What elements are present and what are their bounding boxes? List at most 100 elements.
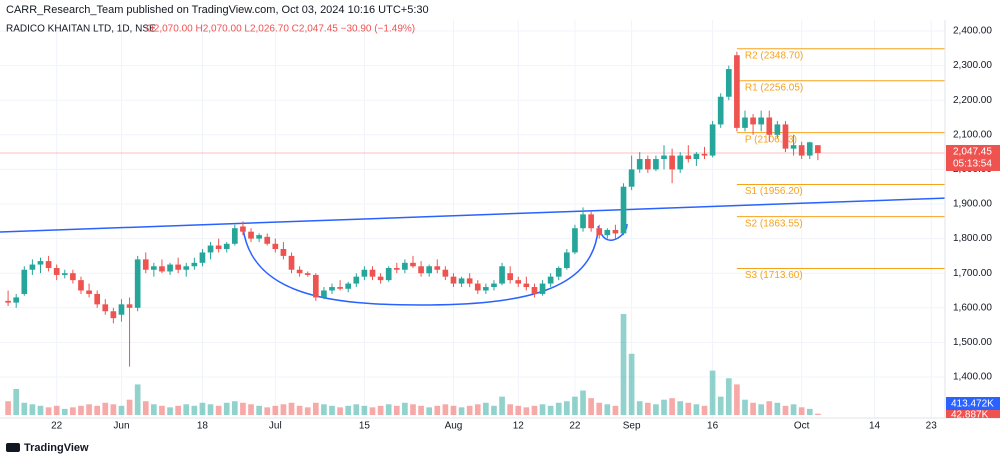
volume-bar bbox=[758, 404, 765, 415]
volume-bar bbox=[159, 405, 165, 415]
volume-bar bbox=[183, 404, 190, 415]
volume-bar bbox=[653, 404, 659, 415]
logo bbox=[6, 443, 20, 452]
publisher: CARR_Research_Team published on TradingV… bbox=[6, 4, 429, 16]
candle-body bbox=[450, 276, 457, 284]
volume-bar bbox=[499, 396, 505, 415]
last-price-box bbox=[946, 144, 1000, 171]
candle-body bbox=[21, 269, 28, 294]
candle-body bbox=[547, 276, 554, 284]
volume-bar bbox=[240, 402, 246, 415]
candle-body bbox=[393, 268, 400, 270]
x-tick-label: Sep bbox=[623, 421, 641, 432]
candle-body bbox=[815, 145, 821, 153]
volume-bar bbox=[766, 401, 773, 415]
volume-bar bbox=[725, 378, 732, 415]
volume-bar bbox=[385, 404, 392, 415]
x-tick-label: 18 bbox=[197, 421, 209, 432]
volume-bar bbox=[191, 405, 198, 415]
volume-bar bbox=[142, 401, 149, 415]
candle-body bbox=[345, 283, 352, 289]
cup-shape bbox=[242, 227, 599, 306]
x-tick-label: Oct bbox=[794, 421, 810, 432]
candle-body bbox=[207, 245, 214, 253]
candle-body bbox=[750, 117, 756, 125]
candle-body bbox=[353, 276, 360, 284]
volume-bar bbox=[628, 353, 635, 415]
candle-body bbox=[572, 228, 578, 253]
candle-body bbox=[580, 214, 586, 229]
volume-bar bbox=[677, 401, 684, 415]
candle-body bbox=[418, 266, 424, 274]
volume-bar bbox=[37, 405, 44, 415]
candle-body bbox=[499, 266, 505, 284]
volume-bar bbox=[418, 405, 424, 415]
volume-bar bbox=[774, 402, 781, 415]
volume-bar bbox=[531, 405, 538, 415]
price-pane: R2 (2348.70) R1 (2256.05) P (2106.13) S1 (1… bbox=[0, 48, 946, 367]
candle-body bbox=[272, 243, 279, 249]
volume-bar bbox=[329, 405, 335, 415]
candle-body bbox=[636, 159, 643, 170]
candle-body bbox=[223, 243, 230, 249]
volume-bar bbox=[604, 404, 611, 415]
pivot-label: R1 (2256.05) bbox=[745, 82, 803, 93]
volume-bar bbox=[790, 404, 797, 415]
candle-body bbox=[61, 273, 68, 275]
candle-body bbox=[118, 304, 125, 315]
volume-bar bbox=[215, 405, 222, 415]
candle-body bbox=[215, 245, 222, 249]
volume-bar bbox=[815, 413, 821, 415]
volume-bar bbox=[806, 408, 813, 415]
candle-body bbox=[151, 266, 157, 270]
candle-body bbox=[288, 255, 295, 270]
volume-bar bbox=[717, 396, 724, 415]
volume-bar bbox=[70, 407, 76, 415]
candle-body bbox=[183, 266, 190, 270]
candle-body bbox=[329, 287, 335, 291]
last-volume-label: 42.887K bbox=[951, 410, 989, 421]
volume-bar bbox=[458, 407, 465, 415]
x-tick-label: Aug bbox=[445, 421, 463, 432]
candle-body bbox=[86, 290, 92, 294]
volume-bar bbox=[110, 404, 117, 415]
volume-bar bbox=[256, 405, 262, 415]
volume-bar bbox=[442, 404, 449, 415]
candle-body bbox=[94, 293, 101, 305]
volume-bar bbox=[620, 313, 627, 415]
x-tick-label: 15 bbox=[359, 421, 371, 432]
volume-bar bbox=[596, 402, 603, 415]
x-tick-label: Jul bbox=[269, 421, 282, 432]
candle-body bbox=[588, 214, 594, 229]
candle-body bbox=[29, 264, 36, 270]
candle-body bbox=[426, 266, 433, 274]
volume-bar bbox=[572, 396, 578, 415]
volume-bar bbox=[248, 404, 254, 415]
y-tick-label: 2,200.00 bbox=[953, 95, 992, 106]
candle-body bbox=[604, 229, 611, 236]
volume-bar bbox=[175, 405, 181, 415]
candle-body bbox=[304, 273, 311, 275]
candle-body bbox=[612, 229, 619, 234]
candle-body bbox=[191, 262, 198, 267]
candle-body bbox=[515, 280, 522, 284]
volume-bar bbox=[410, 404, 416, 415]
volume-bar bbox=[126, 399, 133, 415]
candle-body bbox=[620, 186, 627, 234]
x-tick-label: 22 bbox=[51, 421, 63, 432]
volume-bar bbox=[426, 407, 433, 415]
volume-bar bbox=[483, 402, 489, 415]
candle-body bbox=[491, 283, 497, 288]
volume-bar bbox=[86, 404, 92, 415]
candle-body bbox=[434, 266, 441, 270]
candle-body bbox=[175, 264, 181, 270]
volume-bar bbox=[685, 402, 692, 415]
y-tick-label: 2,300.00 bbox=[953, 60, 992, 71]
volume-bar bbox=[13, 388, 20, 415]
volume-bar bbox=[280, 404, 287, 415]
candle-body bbox=[110, 311, 117, 319]
candle-body bbox=[709, 124, 716, 156]
volume-bar bbox=[312, 402, 319, 415]
candle-body bbox=[766, 117, 773, 135]
